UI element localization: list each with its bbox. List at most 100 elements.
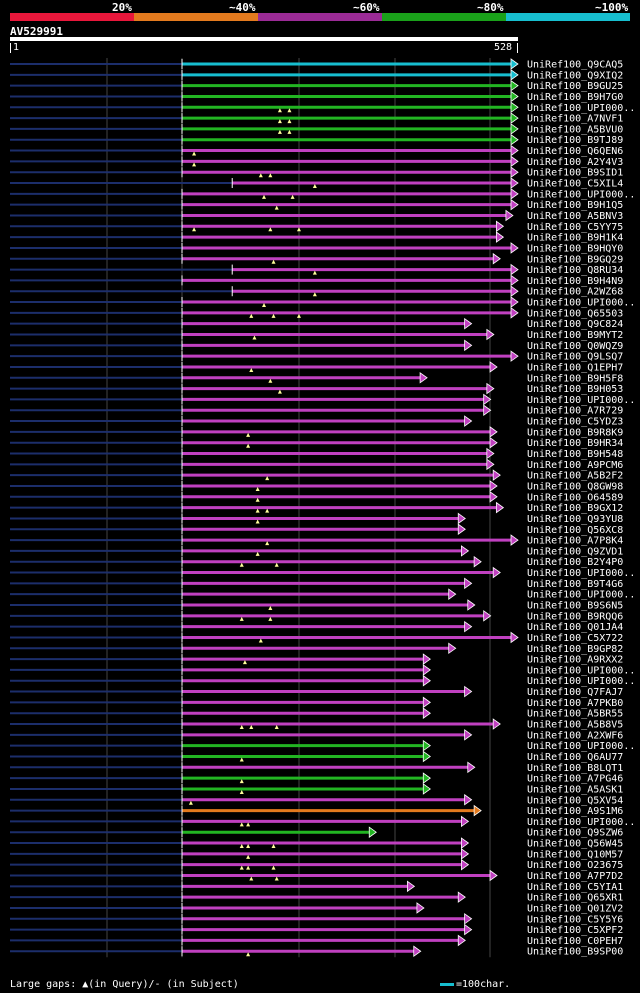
hit-row[interactable]: UniRef100_UPI000.. bbox=[10, 588, 635, 601]
hit-name-label[interactable]: UniRef100_UPI000.. bbox=[527, 590, 635, 601]
hit-name-label[interactable]: UniRef100_C5XIL4 bbox=[527, 179, 623, 190]
hit-name-label[interactable]: UniRef100_UPI000.. bbox=[527, 189, 635, 200]
hit-name-label[interactable]: UniRef100_B9H4N9 bbox=[527, 276, 623, 287]
hit-name-label[interactable]: UniRef100_A5B2F2 bbox=[527, 471, 623, 482]
hit-row[interactable]: UniRef100_Q0WQZ9 bbox=[10, 339, 623, 352]
hit-row[interactable]: UniRef100_Q5XV54 bbox=[10, 793, 623, 807]
hit-row[interactable]: UniRef100_C5YIA1 bbox=[10, 880, 623, 893]
hit-name-label[interactable]: UniRef100_C5Y5Y6 bbox=[527, 914, 623, 925]
hit-row[interactable]: UniRef100_Q9XIQ2 bbox=[10, 69, 623, 82]
hit-name-label[interactable]: UniRef100_A5BVU0 bbox=[527, 124, 623, 135]
hit-name-label[interactable]: UniRef100_Q6QEN6 bbox=[527, 146, 623, 157]
hit-name-label[interactable]: UniRef100_Q10M57 bbox=[527, 849, 623, 860]
hit-name-label[interactable]: UniRef100_A5BNV3 bbox=[527, 211, 623, 222]
hit-row[interactable]: UniRef100_B9MYT2 bbox=[10, 328, 623, 342]
hit-row[interactable]: UniRef100_A7P7D2 bbox=[10, 869, 623, 883]
hit-row[interactable]: UniRef100_A5ASK1 bbox=[10, 783, 623, 796]
hit-row[interactable]: UniRef100_B9GU25 bbox=[10, 79, 623, 93]
hit-row[interactable]: UniRef100_Q9CAQ5 bbox=[10, 58, 623, 71]
hit-name-label[interactable]: UniRef100_C5YIA1 bbox=[527, 882, 623, 893]
hit-row[interactable]: UniRef100_B9T4G6 bbox=[10, 577, 623, 590]
hit-row[interactable]: UniRef100_Q01JA4 bbox=[10, 620, 623, 634]
hit-row[interactable]: UniRef100_B9H4N9 bbox=[10, 274, 623, 287]
hit-name-label[interactable]: UniRef100_B9GP82 bbox=[527, 644, 623, 655]
hit-name-label[interactable]: UniRef100_Q1EPH7 bbox=[527, 362, 623, 373]
hit-name-label[interactable]: UniRef100_Q93YU8 bbox=[527, 514, 623, 525]
hit-name-label[interactable]: UniRef100_Q8RU34 bbox=[527, 265, 623, 276]
hit-name-label[interactable]: UniRef100_Q65503 bbox=[527, 308, 623, 319]
hit-name-label[interactable]: UniRef100_A7P7D2 bbox=[527, 871, 623, 882]
hit-row[interactable]: UniRef100_B9S6N5 bbox=[10, 599, 623, 612]
hit-row[interactable]: UniRef100_UPI000.. bbox=[10, 664, 635, 677]
hit-name-label[interactable]: UniRef100_UPI000.. bbox=[527, 741, 635, 752]
hit-name-label[interactable]: UniRef100_A7NVF1 bbox=[527, 114, 623, 125]
hit-row[interactable]: UniRef100_Q93YU8 bbox=[10, 512, 623, 525]
hit-name-label[interactable]: UniRef100_B9SP00 bbox=[527, 947, 623, 958]
hit-row[interactable]: UniRef100_A5B2F2 bbox=[10, 469, 623, 482]
hit-row[interactable]: UniRef100_Q8GW98 bbox=[10, 480, 623, 493]
hit-name-label[interactable]: UniRef100_B9H5F8 bbox=[527, 373, 623, 384]
hit-row[interactable]: UniRef100_A2XWF6 bbox=[10, 729, 623, 742]
hit-name-label[interactable]: UniRef100_B9R8K9 bbox=[527, 427, 623, 438]
hit-row[interactable]: UniRef100_C5XIL4 bbox=[10, 177, 623, 190]
hit-name-label[interactable]: UniRef100_Q8GW98 bbox=[527, 481, 623, 492]
hit-row[interactable]: UniRef100_B9R8K9 bbox=[10, 426, 623, 439]
hit-name-label[interactable]: UniRef100_B9H548 bbox=[527, 449, 623, 460]
hit-name-label[interactable]: UniRef100_Q65XR1 bbox=[527, 893, 623, 904]
hit-name-label[interactable]: UniRef100_A9RXX2 bbox=[527, 655, 623, 666]
hit-row[interactable]: UniRef100_UPI000.. bbox=[10, 566, 635, 580]
hit-row[interactable]: UniRef100_Q9LSQ7 bbox=[10, 350, 623, 363]
hit-row[interactable]: UniRef100_B9H5F8 bbox=[10, 372, 623, 385]
hit-name-label[interactable]: UniRef100_Q7FAJ7 bbox=[527, 687, 623, 698]
hit-name-label[interactable]: UniRef100_UPI000.. bbox=[527, 298, 635, 309]
hit-row[interactable]: UniRef100_Q6QEN6 bbox=[10, 144, 623, 158]
hit-row[interactable]: UniRef100_A2Y4V3 bbox=[10, 155, 623, 168]
hit-row[interactable]: UniRef100_A9RXX2 bbox=[10, 653, 623, 666]
hit-name-label[interactable]: UniRef100_UPI000.. bbox=[527, 817, 635, 828]
hit-row[interactable]: UniRef100_B9GP82 bbox=[10, 642, 623, 655]
hit-name-label[interactable]: UniRef100_A5BR55 bbox=[527, 709, 623, 720]
hit-name-label[interactable]: UniRef100_A2Y4V3 bbox=[527, 157, 623, 168]
hit-row[interactable]: UniRef100_A5BR55 bbox=[10, 707, 623, 720]
hit-row[interactable]: UniRef100_B9H1Q5 bbox=[10, 198, 623, 212]
hit-name-label[interactable]: UniRef100_B9H7G0 bbox=[527, 92, 623, 103]
hit-name-label[interactable]: UniRef100_Q0WQZ9 bbox=[527, 341, 623, 352]
hit-name-label[interactable]: UniRef100_B9T4G6 bbox=[527, 579, 623, 590]
hit-name-label[interactable]: UniRef100_B9SID1 bbox=[527, 168, 623, 179]
hit-row[interactable]: UniRef100_UPI000.. bbox=[10, 674, 635, 688]
hit-row[interactable]: UniRef100_A7R729 bbox=[10, 404, 623, 417]
hit-row[interactable]: UniRef100_A5BVU0 bbox=[10, 123, 623, 136]
hit-row[interactable]: UniRef100_A7NVF1 bbox=[10, 112, 623, 125]
hit-name-label[interactable]: UniRef100_A5B8V5 bbox=[527, 720, 623, 731]
hit-name-label[interactable]: UniRef100_B9GU25 bbox=[527, 81, 623, 92]
hit-row[interactable]: UniRef100_Q10M57 bbox=[10, 848, 623, 861]
hit-name-label[interactable]: UniRef100_O64589 bbox=[527, 492, 623, 503]
hit-row[interactable]: UniRef100_Q8RU34 bbox=[10, 263, 623, 277]
hit-name-label[interactable]: UniRef100_B9TJ89 bbox=[527, 135, 623, 146]
hit-row[interactable]: UniRef100_B9SP00 bbox=[10, 945, 623, 958]
hit-name-label[interactable]: UniRef100_UPI000.. bbox=[527, 676, 635, 687]
hit-row[interactable]: UniRef100_A7PKB0 bbox=[10, 696, 623, 709]
hit-row[interactable]: UniRef100_UPI000.. bbox=[10, 815, 635, 828]
hit-name-label[interactable]: UniRef100_Q9ZVD1 bbox=[527, 546, 623, 557]
hit-row[interactable]: UniRef100_C5XPF2 bbox=[10, 923, 623, 937]
hit-row[interactable]: UniRef100_UPI000.. bbox=[10, 739, 635, 753]
hit-name-label[interactable]: UniRef100_B9H1Q5 bbox=[527, 200, 623, 211]
hit-name-label[interactable]: UniRef100_UPI000.. bbox=[527, 395, 635, 406]
hit-row[interactable]: UniRef100_O64589 bbox=[10, 491, 623, 504]
hit-name-label[interactable]: UniRef100_Q9C824 bbox=[527, 319, 623, 330]
hit-row[interactable]: UniRef100_Q01ZV2 bbox=[10, 902, 623, 915]
hit-row[interactable]: UniRef100_C5Y5Y6 bbox=[10, 913, 623, 926]
hit-name-label[interactable]: UniRef100_B9RQQ6 bbox=[527, 611, 623, 622]
hit-row[interactable]: UniRef100_Q1EPH7 bbox=[10, 361, 623, 374]
hit-name-label[interactable]: UniRef100_Q9CAQ5 bbox=[527, 60, 623, 71]
hit-name-label[interactable]: UniRef100_C5XPF2 bbox=[527, 925, 623, 936]
hit-name-label[interactable]: UniRef100_B9GX12 bbox=[527, 503, 623, 514]
hit-row[interactable]: UniRef100_B2Y4P0 bbox=[10, 555, 623, 569]
hit-name-label[interactable]: UniRef100_B9HR34 bbox=[527, 438, 623, 449]
hit-row[interactable]: UniRef100_Q6AU77 bbox=[10, 750, 623, 763]
hit-row[interactable]: UniRef100_B9GX12 bbox=[10, 501, 623, 515]
hit-name-label[interactable]: UniRef100_B2Y4P0 bbox=[527, 557, 623, 568]
hit-name-label[interactable]: UniRef100_B9H053 bbox=[527, 384, 623, 395]
hit-row[interactable]: UniRef100_A9PCM6 bbox=[10, 458, 623, 471]
